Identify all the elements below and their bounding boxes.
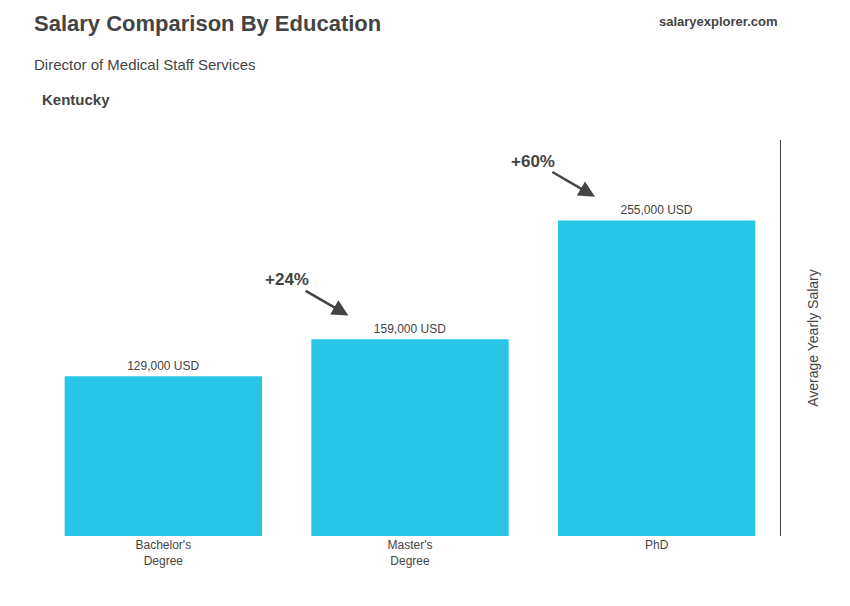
svg-text:159,000 USD: 159,000 USD (374, 322, 446, 336)
svg-text:+60%: +60% (511, 152, 555, 171)
svg-text:+24%: +24% (265, 270, 309, 289)
svg-text:Kentucky: Kentucky (42, 91, 110, 108)
svg-text:Director of Medical Staff Serv: Director of Medical Staff Services (34, 56, 255, 73)
svg-text:Master'sDegree: Master'sDegree (388, 538, 433, 568)
svg-text:255,000 USD: 255,000 USD (620, 203, 692, 217)
svg-text:PhD: PhD (645, 538, 669, 552)
svg-text:Average Yearly Salary: Average Yearly Salary (805, 269, 821, 407)
svg-text:129,000 USD: 129,000 USD (127, 359, 199, 373)
svg-text:Bachelor'sDegree: Bachelor'sDegree (136, 538, 192, 568)
svg-text:salaryexplorer.com: salaryexplorer.com (659, 14, 778, 29)
svg-text:Salary Comparison By Education: Salary Comparison By Education (34, 11, 381, 36)
